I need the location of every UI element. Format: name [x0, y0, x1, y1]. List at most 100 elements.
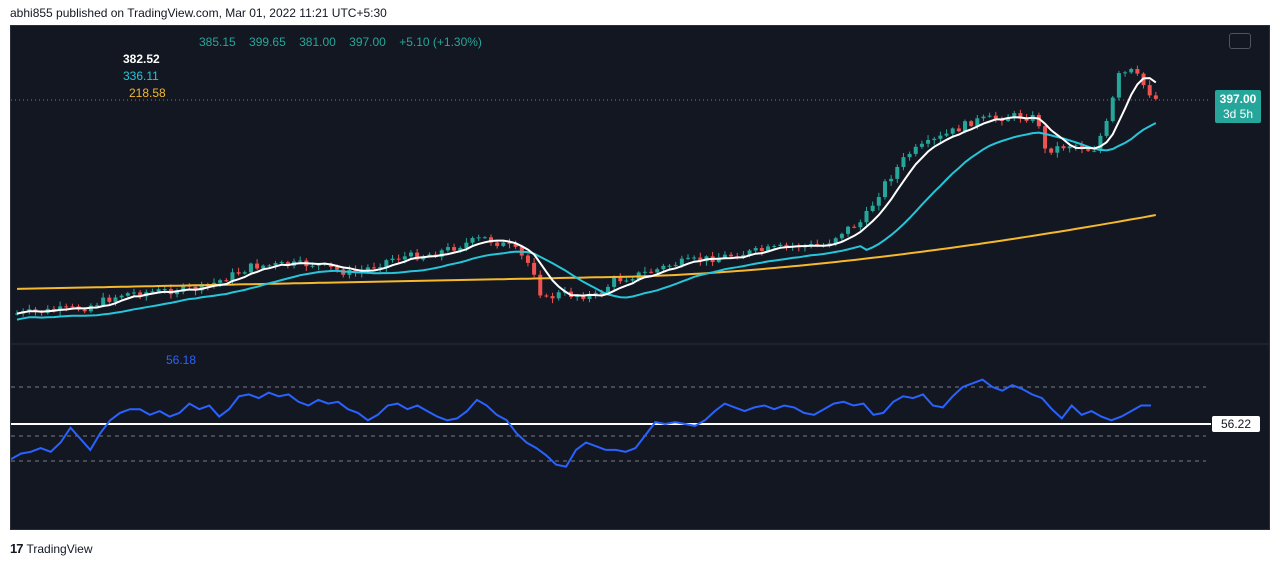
candle-body: [926, 139, 931, 144]
candle-body: [864, 210, 869, 223]
ohlc-readout: 385.15 399.65 381.00 397.00 +5.10 (+1.30…: [199, 35, 492, 49]
candle-body: [895, 167, 900, 179]
bar-countdown: 3d 5h: [1222, 107, 1254, 121]
candle-body: [64, 306, 69, 308]
candle-body: [1086, 149, 1091, 151]
candle-body: [224, 280, 229, 282]
candle-body: [956, 128, 961, 132]
publish-header: abhi855 published on TradingView.com, Ma…: [10, 6, 387, 20]
candle-body: [230, 272, 235, 281]
candle-body: [655, 269, 660, 273]
candle-body: [538, 274, 543, 296]
footer: 17 TradingView: [10, 541, 93, 556]
candle-body: [1104, 120, 1109, 136]
candle-body: [242, 272, 247, 274]
candle-body: [427, 254, 432, 257]
candle-body: [131, 292, 136, 294]
candle-body: [470, 238, 475, 243]
candle-body: [1123, 72, 1128, 74]
candle-body: [858, 222, 863, 228]
rsi-value-tag: 56.22: [1212, 416, 1260, 432]
candle-body: [919, 143, 924, 147]
ohlc-high: 399.65: [249, 35, 286, 49]
candle-body: [507, 242, 512, 244]
candle-body: [784, 244, 789, 247]
candle-body: [396, 258, 401, 260]
candle-body: [107, 297, 112, 302]
candle-body: [901, 157, 906, 168]
candle-body: [181, 285, 186, 292]
candle-body: [679, 258, 684, 265]
candle-body: [852, 226, 857, 228]
candle-body: [316, 264, 321, 266]
candle-body: [698, 257, 703, 262]
candle-body: [981, 116, 986, 119]
candle-body: [464, 242, 469, 248]
candle-body: [378, 267, 383, 269]
candle-body: [913, 146, 918, 154]
candle-body: [932, 138, 937, 140]
candle-body: [1006, 117, 1011, 121]
candle-body: [550, 296, 555, 299]
chart-canvas[interactable]: [11, 26, 1270, 530]
candle-body: [310, 265, 315, 267]
candle-body: [513, 243, 518, 247]
footer-brand: TradingView: [26, 541, 93, 556]
candle-body: [630, 279, 635, 281]
candle-body: [1018, 113, 1023, 119]
chart-frame[interactable]: 385.15 399.65 381.00 397.00 +5.10 (+1.30…: [10, 25, 1270, 530]
candle-body: [119, 295, 124, 298]
candle-body: [384, 260, 389, 268]
ma-mid-value: 336.11: [123, 69, 159, 83]
candle-body: [298, 260, 303, 262]
candle-body: [575, 295, 580, 297]
candle-body: [544, 295, 549, 297]
candle-body: [1036, 114, 1041, 127]
candle-body: [624, 280, 629, 282]
candle-body: [402, 256, 407, 260]
candle-body: [489, 237, 494, 243]
candle-body: [218, 280, 223, 283]
candle-body: [1055, 146, 1060, 153]
candle-body: [1049, 148, 1054, 153]
candle-body: [1110, 97, 1115, 121]
ohlc-low: 381.00: [299, 35, 336, 49]
candle-body: [525, 255, 530, 263]
candle-body: [1043, 126, 1048, 149]
candle-body: [439, 250, 444, 257]
candle-body: [882, 181, 887, 198]
candle-body: [408, 252, 413, 257]
candle-body: [692, 257, 697, 259]
candle-body: [193, 286, 198, 291]
candle-body: [199, 284, 204, 291]
candle-body: [987, 115, 992, 117]
candle-body: [747, 250, 752, 255]
snapshot-button[interactable]: [1229, 33, 1251, 49]
candle-body: [101, 297, 106, 306]
candle-body: [476, 237, 481, 239]
candle-body: [372, 267, 377, 269]
candle-body: [1153, 95, 1158, 99]
candle-body: [70, 306, 75, 308]
ma-fast-line: [16, 77, 1157, 315]
candle-body: [605, 286, 610, 295]
tradingview-logo-icon: 17: [10, 541, 24, 556]
candle-body: [716, 257, 721, 263]
candle-body: [642, 271, 647, 273]
candle-body: [236, 272, 241, 274]
candle-body: [1067, 146, 1072, 149]
candle-body: [156, 289, 161, 292]
candle-body: [27, 309, 32, 312]
candle-body: [778, 244, 783, 246]
candle-body: [753, 248, 758, 251]
ohlc-change: +5.10 (+1.30%): [399, 35, 482, 49]
last-price: 397.00: [1219, 92, 1257, 106]
candle-body: [33, 309, 38, 312]
candle-body: [452, 247, 457, 251]
candle-body: [993, 115, 998, 119]
candle-body: [138, 292, 143, 297]
candle-body: [1147, 85, 1152, 96]
candle-body: [649, 271, 654, 273]
ohlc-open: 385.15: [199, 35, 236, 49]
candle-body: [1092, 150, 1097, 152]
